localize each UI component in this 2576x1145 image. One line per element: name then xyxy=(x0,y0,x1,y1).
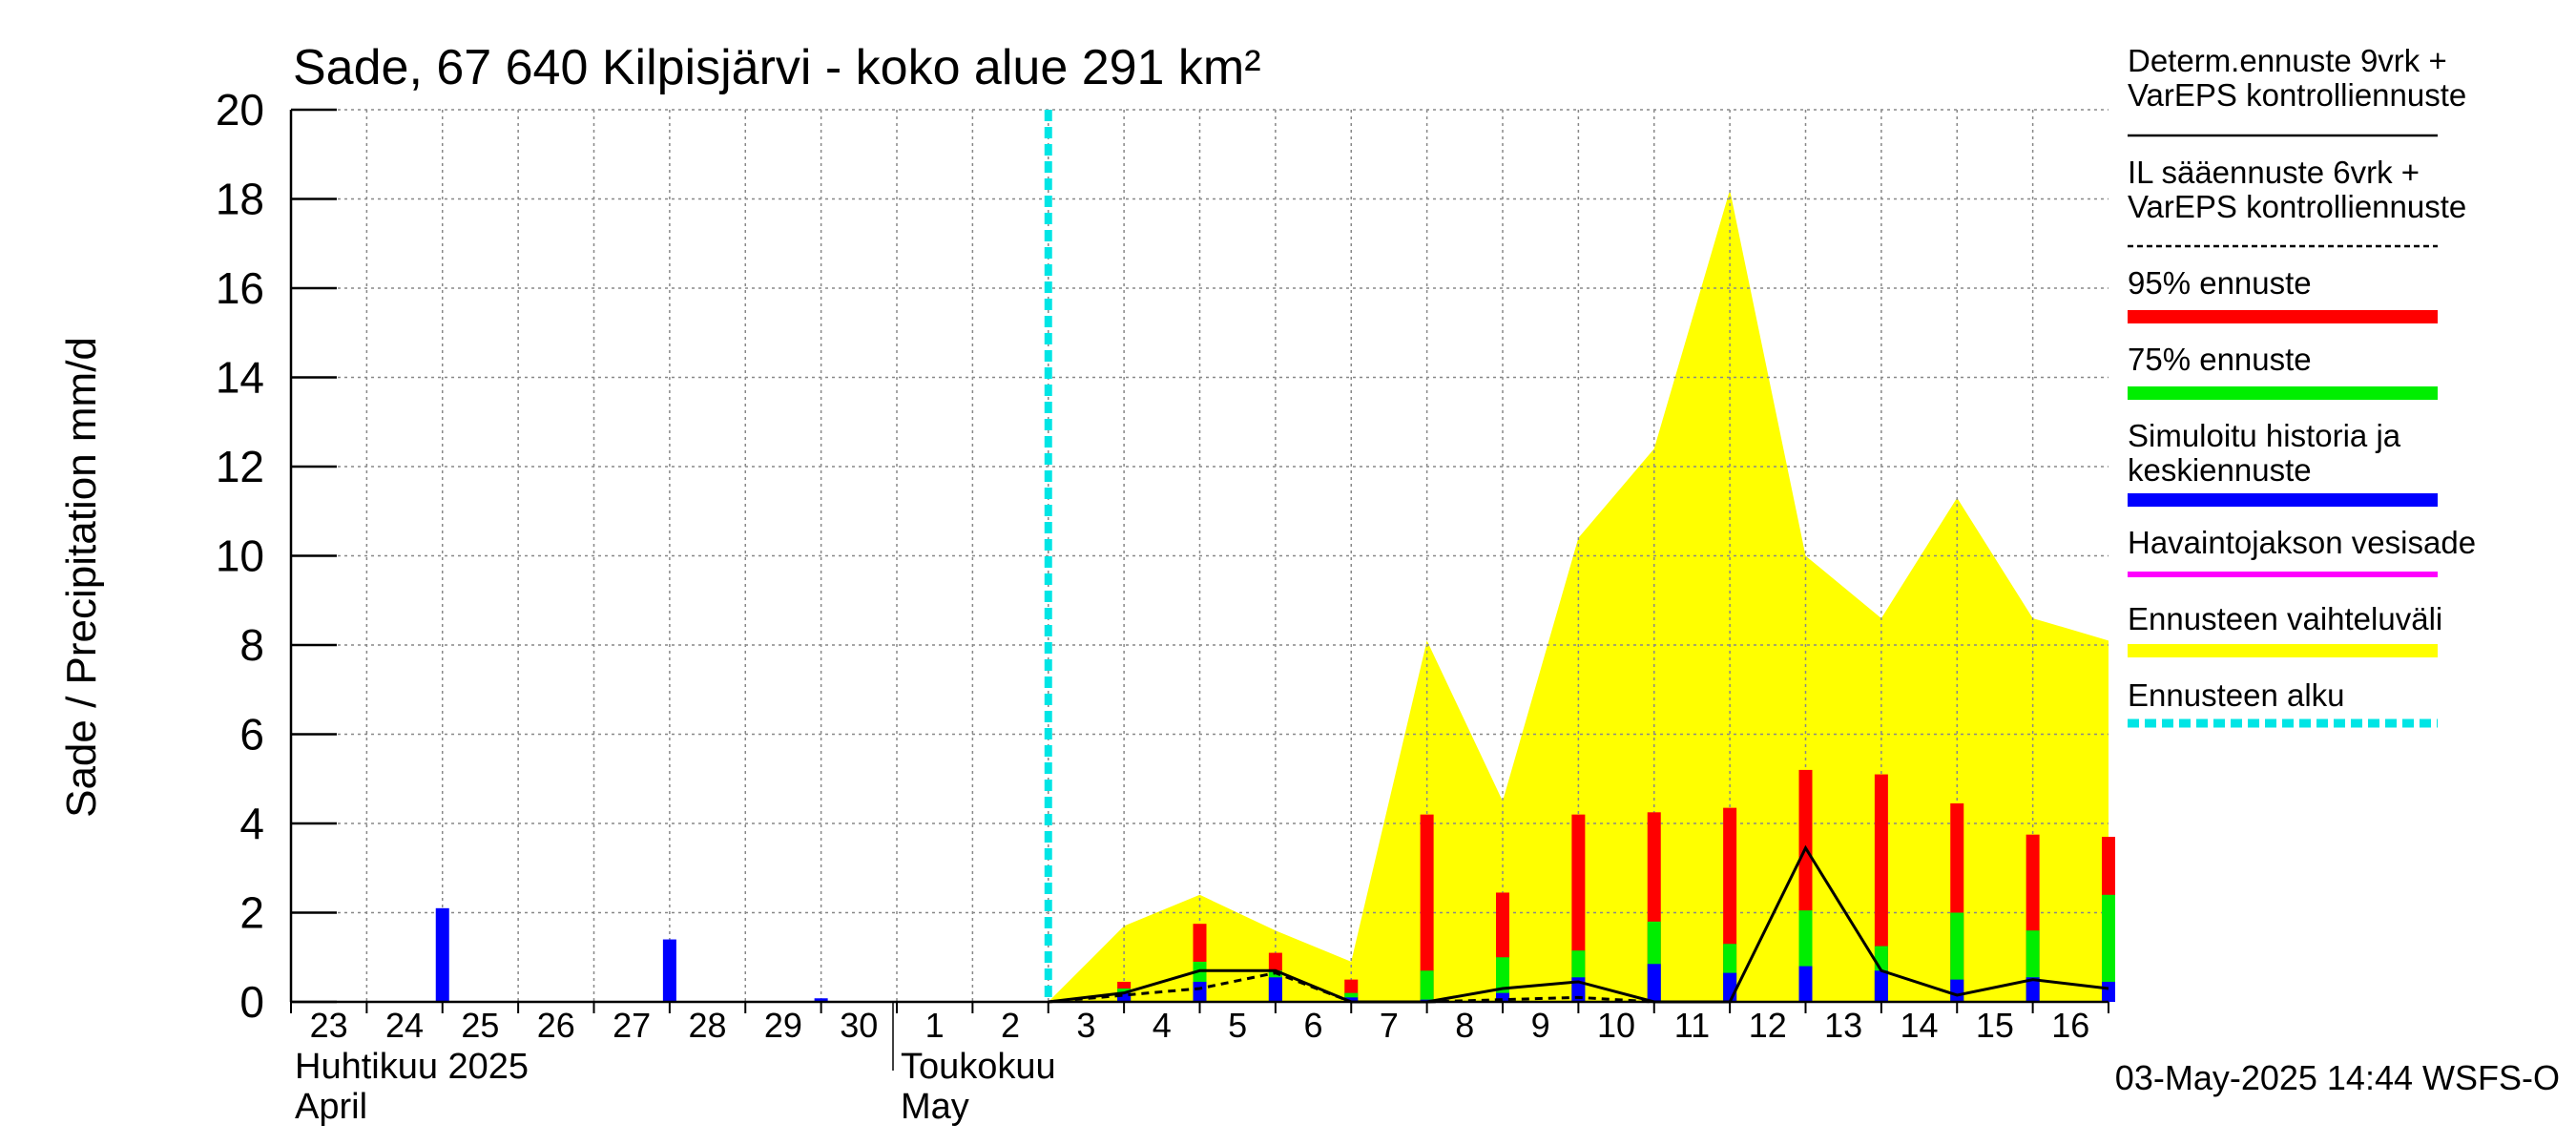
forecast-bar-75 xyxy=(1496,957,1509,1002)
month-label-primary: Toukokuu xyxy=(901,1047,1056,1087)
x-tick-label: 6 xyxy=(1304,1006,1323,1045)
forecast-bar-95 xyxy=(1420,814,1434,1002)
y-tick-label: 4 xyxy=(239,799,264,848)
x-tick-label: 13 xyxy=(1824,1006,1862,1045)
forecast-bar-mean xyxy=(1950,979,1964,1002)
y-tick-label: 0 xyxy=(239,977,264,1027)
legend-label: Ennusteen vaihteluväli xyxy=(2128,601,2442,636)
forecast-bar-mean xyxy=(2025,977,2040,1002)
x-tick-label: 14 xyxy=(1901,1006,1939,1045)
timestamp-footer: 03-May-2025 14:44 WSFS-O xyxy=(2115,1058,2560,1097)
legend-label: 95% ennuste xyxy=(2128,265,2312,301)
x-tick-label: 15 xyxy=(1976,1006,2014,1045)
y-tick-label: 10 xyxy=(216,531,264,581)
y-tick-label: 16 xyxy=(216,263,264,313)
forecast-bar-mean xyxy=(1193,981,1207,1002)
x-tick-label: 1 xyxy=(925,1006,945,1045)
x-tick-label: 25 xyxy=(461,1006,499,1045)
y-tick-label: 18 xyxy=(216,175,264,224)
forecast-bar-mean xyxy=(1723,972,1737,1002)
legend-label: Havaintojakson vesisade xyxy=(2128,525,2476,560)
bar-layer xyxy=(435,769,2115,1002)
x-tick-label: 16 xyxy=(2051,1006,2089,1045)
legend-label: VarEPS kontrolliennuste xyxy=(2128,189,2466,224)
x-tick-label: 2 xyxy=(1001,1006,1020,1045)
forecast-bar-75 xyxy=(1420,970,1434,1002)
deterministic-forecast-line xyxy=(1048,844,2109,1004)
forecast-bar-95 xyxy=(1874,774,1888,1002)
x-tick-label: 12 xyxy=(1749,1006,1787,1045)
x-tick-label: 27 xyxy=(613,1006,651,1045)
month-label-primary: Huhtikuu 2025 xyxy=(295,1047,529,1087)
forecast-bar-mean xyxy=(1268,977,1282,1002)
x-tick-label: 30 xyxy=(840,1006,878,1045)
chart-title: Sade, 67 640 Kilpisjärvi - koko alue 291… xyxy=(293,40,1261,95)
forecast-bar-75 xyxy=(2102,894,2115,1002)
x-tick-label: 3 xyxy=(1076,1006,1095,1045)
forecast-bar-mean xyxy=(1496,992,1509,1002)
forecast-range-band-layer xyxy=(1048,190,2109,1002)
x-tick-label: 9 xyxy=(1531,1006,1550,1045)
x-tick-label: 7 xyxy=(1380,1006,1399,1045)
history-bar xyxy=(662,939,676,1002)
forecast-bar-mean xyxy=(1874,970,1888,1002)
x-tick-label: 11 xyxy=(1674,1006,1710,1045)
x-tick-label: 28 xyxy=(689,1006,727,1045)
history-bar xyxy=(435,907,449,1002)
forecast-bar-mean xyxy=(2102,981,2115,1002)
y-tick-label: 12 xyxy=(216,442,264,491)
x-tick-label: 23 xyxy=(310,1006,348,1045)
legend-label: 75% ennuste xyxy=(2128,342,2312,377)
legend-label: Ennusteen alku xyxy=(2128,677,2345,713)
x-tick-label: 10 xyxy=(1597,1006,1635,1045)
forecast-bar-mean xyxy=(1798,966,1813,1002)
forecast-bar-mean xyxy=(1647,964,1661,1002)
history-bar xyxy=(814,998,828,1002)
legend-label: Simuloitu historia ja xyxy=(2128,418,2401,453)
x-tick-label: 29 xyxy=(764,1006,802,1045)
forecast-bar-mean xyxy=(1117,992,1132,1002)
y-tick-label: 14 xyxy=(216,353,264,403)
y-tick-label: 8 xyxy=(239,620,264,670)
y-tick-label: 6 xyxy=(239,710,264,760)
x-tick-label: 24 xyxy=(385,1006,424,1045)
x-tick-label: 26 xyxy=(537,1006,575,1045)
x-tick-label: 5 xyxy=(1228,1006,1247,1045)
x-tick-label: 4 xyxy=(1153,1006,1172,1045)
y-tick-label: 20 xyxy=(216,85,264,135)
legend-label: keskiennuste xyxy=(2128,452,2312,488)
month-label-secondary: April xyxy=(295,1087,367,1127)
x-tick-label: 8 xyxy=(1455,1006,1474,1045)
month-label-secondary: May xyxy=(901,1087,969,1127)
y-tick-label: 2 xyxy=(239,888,264,938)
legend-label: VarEPS kontrolliennuste xyxy=(2128,77,2466,113)
legend-label: Determ.ennuste 9vrk + xyxy=(2128,43,2447,78)
y-axis-label: Sade / Precipitation mm/d xyxy=(58,337,105,818)
legend-label: IL sääennuste 6vrk + xyxy=(2128,155,2420,190)
legend: Determ.ennuste 9vrk +VarEPS kontrollienn… xyxy=(2128,43,2476,728)
forecast-bar-mean xyxy=(1344,997,1359,1002)
forecast-range-band xyxy=(1048,190,2109,1002)
